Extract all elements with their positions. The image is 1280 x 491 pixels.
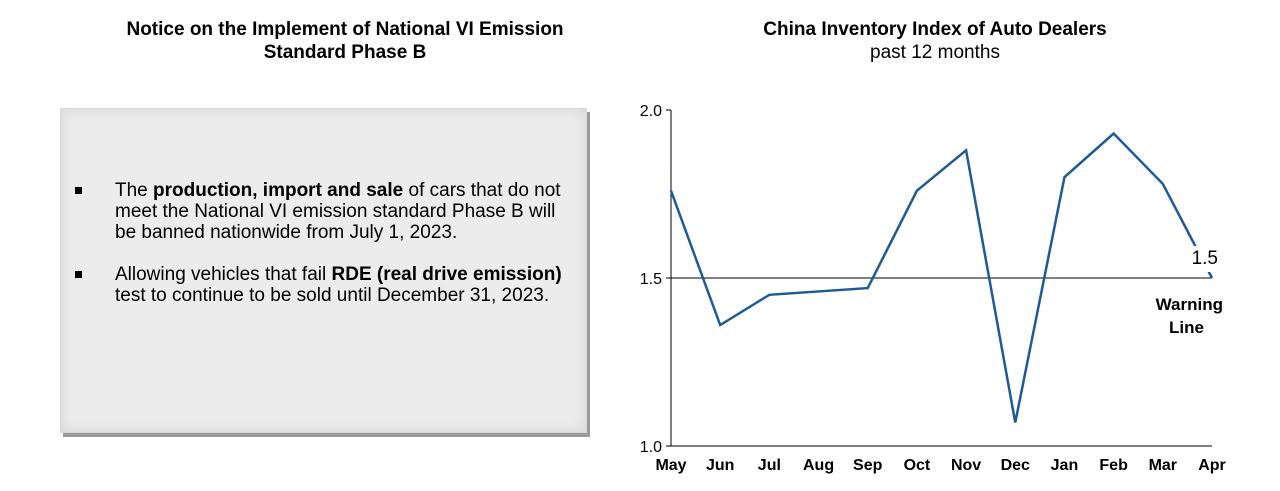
bullet-bold-text: production, import and sale	[153, 180, 404, 201]
square-bullet-icon	[75, 187, 82, 194]
y-tick-label: 2.0	[640, 103, 662, 120]
x-tick-label: Apr	[1198, 457, 1226, 474]
x-tick-label: Aug	[803, 457, 834, 474]
chart-title: China Inventory Index of Auto Dealers	[763, 19, 1107, 40]
bullet-plain-text: of cars that do not meet the National VI…	[115, 180, 561, 243]
x-tick-label: Oct	[904, 457, 931, 474]
y-tick-label: 1.5	[640, 271, 662, 288]
x-tick-label: Feb	[1099, 457, 1128, 474]
chart-subtitle: past 12 months	[870, 42, 1000, 63]
square-bullet-icon	[75, 271, 82, 278]
bullet-plain-text: test to continue to be sold until Decemb…	[115, 285, 550, 306]
series-line	[669, 131, 1214, 423]
notice-bullet-text: Allowing vehicles that fail RDE (real dr…	[115, 264, 562, 306]
x-tick-label: Sep	[853, 457, 883, 474]
chart-title-block: China Inventory Index of Auto Dealers pa…	[660, 18, 1210, 64]
notice-bullet-item: The production, import and sale of cars …	[61, 180, 586, 243]
x-tick-label: Dec	[1001, 457, 1030, 474]
notice-title: Notice on the Implement of National VI E…	[126, 19, 564, 63]
bullet-plain-text: Allowing vehicles that fail	[115, 264, 332, 285]
notice-list: The production, import and sale of cars …	[61, 180, 586, 327]
x-tick-label: Jul	[758, 457, 781, 474]
x-tick-label: Jan	[1051, 457, 1079, 474]
notice-bullet-item: Allowing vehicles that fail RDE (real dr…	[61, 264, 586, 306]
warning-value-label: 1.5	[1192, 248, 1218, 269]
x-tick-label: Jun	[706, 457, 734, 474]
x-tick-label: Nov	[951, 457, 981, 474]
bullet-bold-text: RDE (real drive emission)	[331, 264, 562, 285]
x-tick-label: Mar	[1149, 457, 1177, 474]
notice-box: The production, import and sale of cars …	[60, 108, 587, 433]
notice-bullet-text: The production, import and sale of cars …	[115, 180, 561, 243]
bullet-plain-text: The	[115, 180, 154, 201]
value-label-background	[1190, 246, 1218, 272]
warning-line-label: Warning	[1156, 295, 1223, 314]
y-tick-label: 1.0	[640, 439, 662, 456]
x-tick-label: May	[655, 457, 686, 474]
warning-line-label: Line	[1169, 318, 1204, 337]
